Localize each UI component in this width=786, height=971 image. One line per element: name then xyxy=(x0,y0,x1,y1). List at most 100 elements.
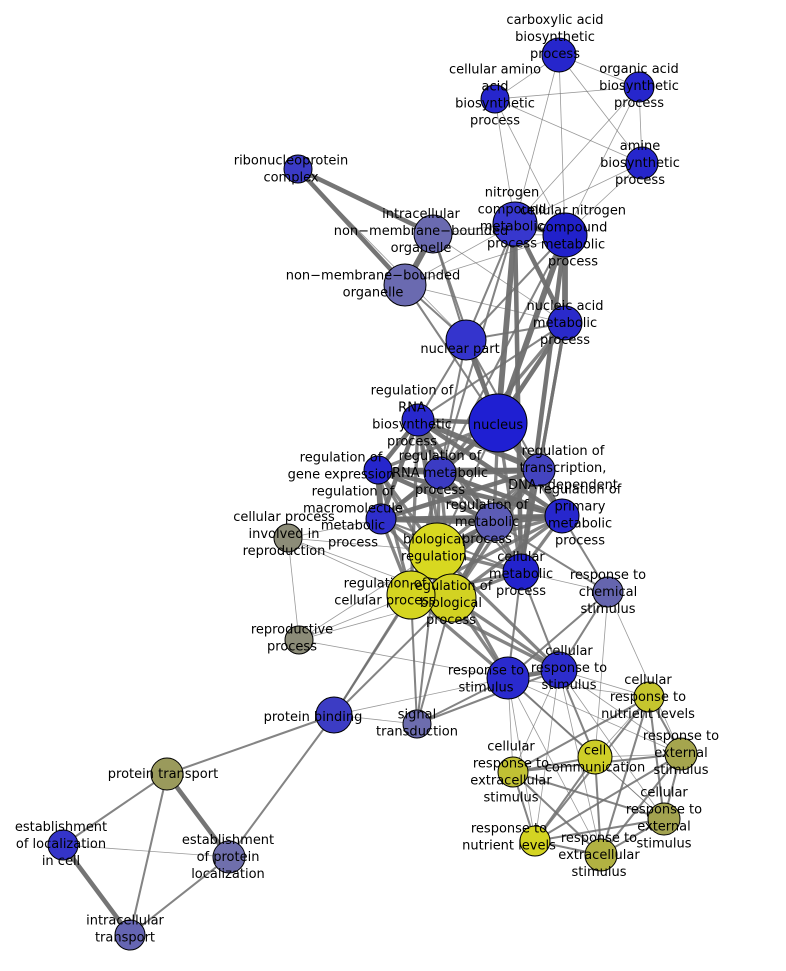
graph-node-nucleus[interactable] xyxy=(468,393,528,453)
node-label: carboxylic acid biosynthetic process xyxy=(506,13,603,62)
graph-edge xyxy=(61,772,169,847)
graph-node-nitrogen-compound-metabolic-process[interactable] xyxy=(492,201,538,247)
node-label: biological regulation xyxy=(401,532,467,564)
graph-node-protein-binding[interactable] xyxy=(315,696,353,734)
graph-node-response-to-chemical-stimulus[interactable] xyxy=(592,576,624,608)
node-label: establishment of localization in cell xyxy=(15,820,107,869)
graph-edge xyxy=(512,221,524,575)
graph-node-cellular-response-to-external-stimulus[interactable] xyxy=(647,802,681,836)
graph-node-cellular-process-involved-in-reproduction[interactable] xyxy=(273,523,303,553)
graph-edge xyxy=(375,467,565,519)
graph-node-response-to-external-stimulus[interactable] xyxy=(664,737,698,771)
graph-node-response-to-nutrient-levels[interactable] xyxy=(519,825,551,857)
graph-edge xyxy=(287,518,382,539)
graph-node-cell-communication[interactable] xyxy=(577,739,613,775)
graph-node-signal-transduction[interactable] xyxy=(402,709,432,739)
graph-edge xyxy=(564,86,640,236)
graph-node-regulation-of-primary-metabolic-process[interactable] xyxy=(544,498,580,534)
node-label: regulation of macromolecule metabolic proce… xyxy=(303,484,403,550)
node-label: organic acid biosynthetic process xyxy=(599,62,679,111)
graph-edge xyxy=(438,233,567,475)
graph-edge xyxy=(297,168,467,341)
graph-node-carboxylic-acid-biosynthetic-process[interactable] xyxy=(541,37,577,73)
graph-edge xyxy=(533,817,666,843)
graph-edge xyxy=(415,549,439,726)
graph-node-cellular-response-to-nutrient-levels[interactable] xyxy=(633,681,665,713)
graph-node-nucleic-acid-metabolic-process[interactable] xyxy=(547,305,583,341)
graph-node-ribonucleoprotein-complex[interactable] xyxy=(283,154,313,184)
graph-edge xyxy=(128,855,231,937)
graph-node-nuclear-part[interactable] xyxy=(445,319,487,361)
graph-edge xyxy=(332,596,454,717)
node-label: establishment of protein localization xyxy=(182,833,274,882)
node-label: nucleus xyxy=(473,418,523,433)
graph-node-regulation-of-rna-biosynthetic-process[interactable] xyxy=(401,403,435,437)
node-label: intracellular transport xyxy=(86,913,164,945)
graph-node-establishment-of-localization-in-cell[interactable] xyxy=(47,829,79,861)
graph-node-establishment-of-protein-localization[interactable] xyxy=(212,840,246,874)
node-label: response to nutrient levels xyxy=(462,821,556,853)
graph-node-response-to-stimulus[interactable] xyxy=(486,656,530,700)
node-label: protein binding xyxy=(264,710,363,725)
graph-node-cellular-response-to-stimulus[interactable] xyxy=(540,651,578,689)
node-label: nitrogen compound metabolic process xyxy=(478,185,547,251)
graph-edge xyxy=(647,695,666,821)
node-label: cellular metabolic process xyxy=(489,550,553,599)
node-label: nuclear part xyxy=(420,342,499,357)
graph-node-cellular-nitrogen-compound-metabolic-process[interactable] xyxy=(542,212,588,258)
graph-edge xyxy=(287,537,300,641)
graph-edge xyxy=(128,772,169,937)
graph-node-non-membrane-bounded-organelle[interactable] xyxy=(383,263,427,307)
graph-node-regulation-of-gene-expression[interactable] xyxy=(363,455,393,485)
graph-node-amine-biosynthetic-process[interactable] xyxy=(625,146,659,180)
graph-edge xyxy=(506,590,610,680)
graph-node-regulation-of-rna-metabolic-process[interactable] xyxy=(423,456,457,490)
node-label: regulation of biological process xyxy=(410,579,493,628)
graph-edge xyxy=(533,752,683,843)
node-label: signal transduction xyxy=(376,707,458,739)
graph-edge xyxy=(492,520,610,594)
graph-edge xyxy=(511,770,666,821)
graph-edge xyxy=(165,713,336,776)
graph-node-protein-transport[interactable] xyxy=(150,757,184,791)
graph-node-organic-acid-biosynthetic-process[interactable] xyxy=(623,71,655,103)
graph-edge xyxy=(607,591,682,755)
graph-edge xyxy=(514,54,560,225)
graph-edge xyxy=(432,233,566,324)
graph-node-intracellular-transport[interactable] xyxy=(114,919,146,951)
node-label: cellular response to extracellular stimulus xyxy=(470,739,552,805)
graph-edge xyxy=(404,234,566,286)
node-label: cellular process involved in reproduction xyxy=(233,510,335,559)
graph-node-regulation-of-cellular-process[interactable] xyxy=(386,570,436,620)
graph-edge xyxy=(599,752,683,857)
graph-edge xyxy=(494,98,566,236)
graph-edge xyxy=(333,677,509,716)
graph-node-regulation-of-transcription-dna-dependent[interactable] xyxy=(522,453,556,487)
graph-edge xyxy=(416,321,567,422)
node-layer[interactable] xyxy=(47,37,698,951)
graph-edge xyxy=(164,771,232,860)
graph-node-cellular-metabolic-process[interactable] xyxy=(502,553,540,591)
graph-edge xyxy=(295,166,408,288)
graph-node-reproductive-process[interactable] xyxy=(284,625,314,655)
graph-edge xyxy=(594,591,609,758)
node-label: response to chemical stimulus xyxy=(570,568,646,617)
graph-node-cellular-amino-acid-biosynthetic-process[interactable] xyxy=(480,84,510,114)
graph-node-regulation-of-macromolecule-metabolic-process[interactable] xyxy=(365,503,397,535)
graph-edge xyxy=(558,54,566,236)
node-label: reproductive process xyxy=(251,622,333,654)
graph-edge xyxy=(511,770,603,857)
graph-edge xyxy=(507,677,682,755)
graph-node-intracellular-non-membrane-bounded-organelle[interactable] xyxy=(413,214,453,254)
graph-node-response-to-extracellular-stimulus[interactable] xyxy=(584,838,618,872)
node-label: non−membrane−bounded organelle xyxy=(286,268,461,300)
graph-node-cellular-response-to-extracellular-stimulus[interactable] xyxy=(497,756,529,788)
graph-edge xyxy=(415,668,561,726)
node-label: response to external stimulus xyxy=(643,729,719,778)
node-label: regulation of RNA metabolic process xyxy=(392,449,488,498)
graph-node-regulation-of-metabolic-process[interactable] xyxy=(474,502,514,542)
graph-edge xyxy=(298,639,509,679)
node-label: cell communication xyxy=(545,743,646,775)
